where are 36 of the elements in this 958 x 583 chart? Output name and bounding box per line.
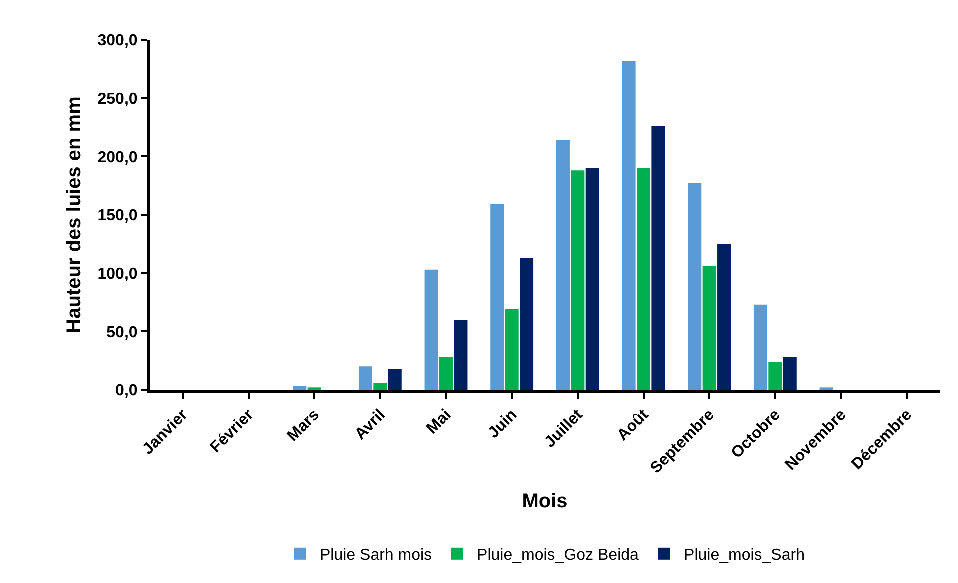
- legend-label: Pluie_mois_Sarh: [684, 547, 805, 564]
- legend-label: Pluie_mois_Goz Beida: [477, 547, 640, 564]
- bar: [520, 258, 534, 390]
- y-tick-label: 100,0: [98, 266, 138, 283]
- bar: [490, 204, 504, 390]
- y-tick-label: 200,0: [98, 149, 138, 166]
- bar: [556, 140, 570, 390]
- bar: [768, 362, 782, 390]
- bar: [388, 369, 402, 390]
- bar: [505, 310, 519, 390]
- bar: [293, 386, 307, 390]
- y-tick-label: 0,0: [116, 382, 138, 400]
- y-tick-label: 150,0: [98, 208, 138, 225]
- y-tick-label: 50,0: [106, 324, 138, 342]
- bar: [636, 168, 651, 390]
- bar: [688, 184, 702, 390]
- bar: [358, 366, 372, 390]
- bar: [702, 266, 716, 390]
- bar: [586, 168, 600, 390]
- y-tick-label: 300,0: [98, 32, 138, 50]
- bar: [439, 357, 454, 390]
- y-axis-title: Hauteur des luies en mm: [63, 96, 86, 334]
- bar: [783, 357, 797, 390]
- bar: [622, 61, 636, 390]
- bar: [718, 244, 732, 390]
- bar: [652, 126, 666, 390]
- bar: [571, 170, 585, 390]
- legend-label: Pluie Sarh mois: [320, 547, 432, 564]
- x-axis-title: Mois: [522, 490, 568, 513]
- bar: [454, 320, 468, 390]
- bar: [424, 270, 438, 390]
- bar: [754, 304, 768, 390]
- x-tick-label: Juin: [485, 406, 521, 442]
- x-tick-label: Mai: [424, 406, 455, 438]
- y-tick-label: 250,0: [98, 90, 138, 108]
- bar: [374, 383, 388, 390]
